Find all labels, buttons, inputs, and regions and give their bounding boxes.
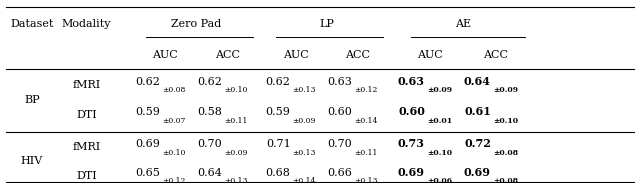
Text: ±0.09: ±0.09 [427,86,452,94]
Text: BP: BP [24,95,40,105]
Text: 0.72: 0.72 [464,138,491,149]
Text: ±0.12: ±0.12 [354,86,378,94]
Text: ±0.08: ±0.08 [493,149,518,157]
Text: ±0.06: ±0.06 [427,177,452,183]
Text: HIV: HIV [21,156,43,166]
Text: Modality: Modality [61,19,111,29]
Text: Zero Pad: Zero Pad [172,19,221,29]
Text: 0.60: 0.60 [398,106,425,117]
Text: ±0.13: ±0.13 [354,177,378,183]
Text: 0.73: 0.73 [398,138,425,149]
Text: 0.71: 0.71 [266,139,291,149]
Text: ±0.13: ±0.13 [224,177,248,183]
Text: AUC: AUC [152,50,178,60]
Text: AUC: AUC [417,50,443,60]
Text: 0.59: 0.59 [266,107,291,117]
Text: 0.60: 0.60 [327,107,352,117]
Text: 0.62: 0.62 [197,77,222,87]
Text: ACC: ACC [483,50,509,60]
Text: 0.64: 0.64 [197,168,222,178]
Text: 0.59: 0.59 [135,107,160,117]
Text: ±0.13: ±0.13 [292,86,316,94]
Text: fMRI: fMRI [72,142,100,152]
Text: 0.69: 0.69 [398,167,425,178]
Text: ±0.07: ±0.07 [162,117,186,125]
Text: 0.62: 0.62 [135,77,160,87]
Text: ±0.08: ±0.08 [162,86,186,94]
Text: 0.63: 0.63 [327,77,352,87]
Text: LP: LP [319,19,334,29]
Text: DTI: DTI [76,110,97,120]
Text: AUC: AUC [283,50,308,60]
Text: 0.66: 0.66 [327,168,352,178]
Text: ±0.13: ±0.13 [292,149,316,157]
Text: 0.69: 0.69 [135,139,160,149]
Text: fMRI: fMRI [72,80,100,90]
Text: 0.61: 0.61 [464,106,491,117]
Text: 0.62: 0.62 [266,77,291,87]
Text: 0.69: 0.69 [464,167,491,178]
Text: ±0.10: ±0.10 [427,149,452,157]
Text: ±0.01: ±0.01 [427,117,452,125]
Text: 0.58: 0.58 [197,107,222,117]
Text: ±0.10: ±0.10 [162,149,186,157]
Text: 0.64: 0.64 [464,76,491,87]
Text: ±0.09: ±0.09 [224,149,248,157]
Text: AE: AE [455,19,472,29]
Text: ACC: ACC [344,50,370,60]
Text: 0.63: 0.63 [398,76,425,87]
Text: ±0.11: ±0.11 [354,149,378,157]
Text: 0.70: 0.70 [327,139,352,149]
Text: ±0.14: ±0.14 [292,177,316,183]
Text: ±0.09: ±0.09 [493,86,518,94]
Text: ±0.10: ±0.10 [224,86,248,94]
Text: 0.68: 0.68 [266,168,291,178]
Text: ±0.08: ±0.08 [493,177,518,183]
Text: Dataset: Dataset [10,19,54,29]
Text: ±0.11: ±0.11 [224,117,248,125]
Text: ±0.09: ±0.09 [292,117,316,125]
Text: ±0.14: ±0.14 [354,117,378,125]
Text: 0.65: 0.65 [135,168,160,178]
Text: ACC: ACC [214,50,240,60]
Text: DTI: DTI [76,171,97,181]
Text: 0.70: 0.70 [197,139,222,149]
Text: ±0.12: ±0.12 [162,177,186,183]
Text: ±0.10: ±0.10 [493,117,518,125]
